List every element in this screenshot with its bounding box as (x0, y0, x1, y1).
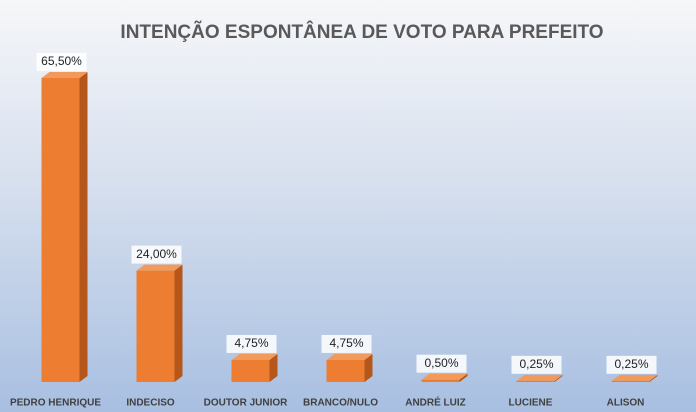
value-label: 0,25% (519, 357, 553, 371)
bar-side (459, 373, 468, 382)
chart-title: INTENÇÃO ESPONTÂNEA DE VOTO PARA PREFEIT… (120, 21, 603, 43)
value-label: 65,50% (41, 54, 82, 68)
value-label-box (131, 245, 182, 264)
bar-top (136, 264, 183, 271)
bar (421, 379, 460, 382)
bar (326, 359, 365, 382)
value-label-box (416, 354, 467, 373)
bar-top (421, 373, 468, 380)
x-tick-label: ALISON (607, 398, 645, 409)
bar-top (231, 353, 278, 360)
bar-top (611, 374, 658, 381)
bar-side (174, 264, 183, 382)
bar-side (79, 72, 88, 382)
x-tick-label: BRANCO/NULO (303, 398, 378, 409)
bar-side (269, 353, 278, 382)
bar-side (649, 374, 658, 382)
value-label-box (226, 334, 277, 353)
bar (611, 380, 650, 382)
bar-top (41, 72, 88, 78)
value-label-box (606, 355, 657, 374)
bar (516, 380, 555, 382)
bar (41, 78, 80, 382)
x-tick-label: INDECISO (126, 398, 175, 409)
x-tick-label: PEDRO HENRIQUE (10, 398, 101, 409)
x-tick-label: LUCIENE (509, 398, 553, 409)
bar-side (554, 374, 563, 382)
bar-top (326, 353, 373, 360)
bar (136, 270, 175, 382)
x-tick-label: DOUTOR JUNIOR (204, 398, 288, 409)
value-label-box (511, 355, 562, 374)
value-label: 0,50% (424, 356, 458, 370)
value-label-box (36, 53, 87, 71)
value-label: 4,75% (329, 336, 363, 350)
bar-side (364, 353, 373, 382)
bar-top (516, 374, 563, 381)
value-label-box (321, 334, 372, 353)
value-label: 4,75% (234, 336, 268, 350)
value-label: 0,25% (614, 357, 648, 371)
bar (231, 359, 270, 382)
value-label: 24,00% (136, 247, 177, 261)
x-tick-label: ANDRÉ LUIZ (405, 396, 466, 409)
